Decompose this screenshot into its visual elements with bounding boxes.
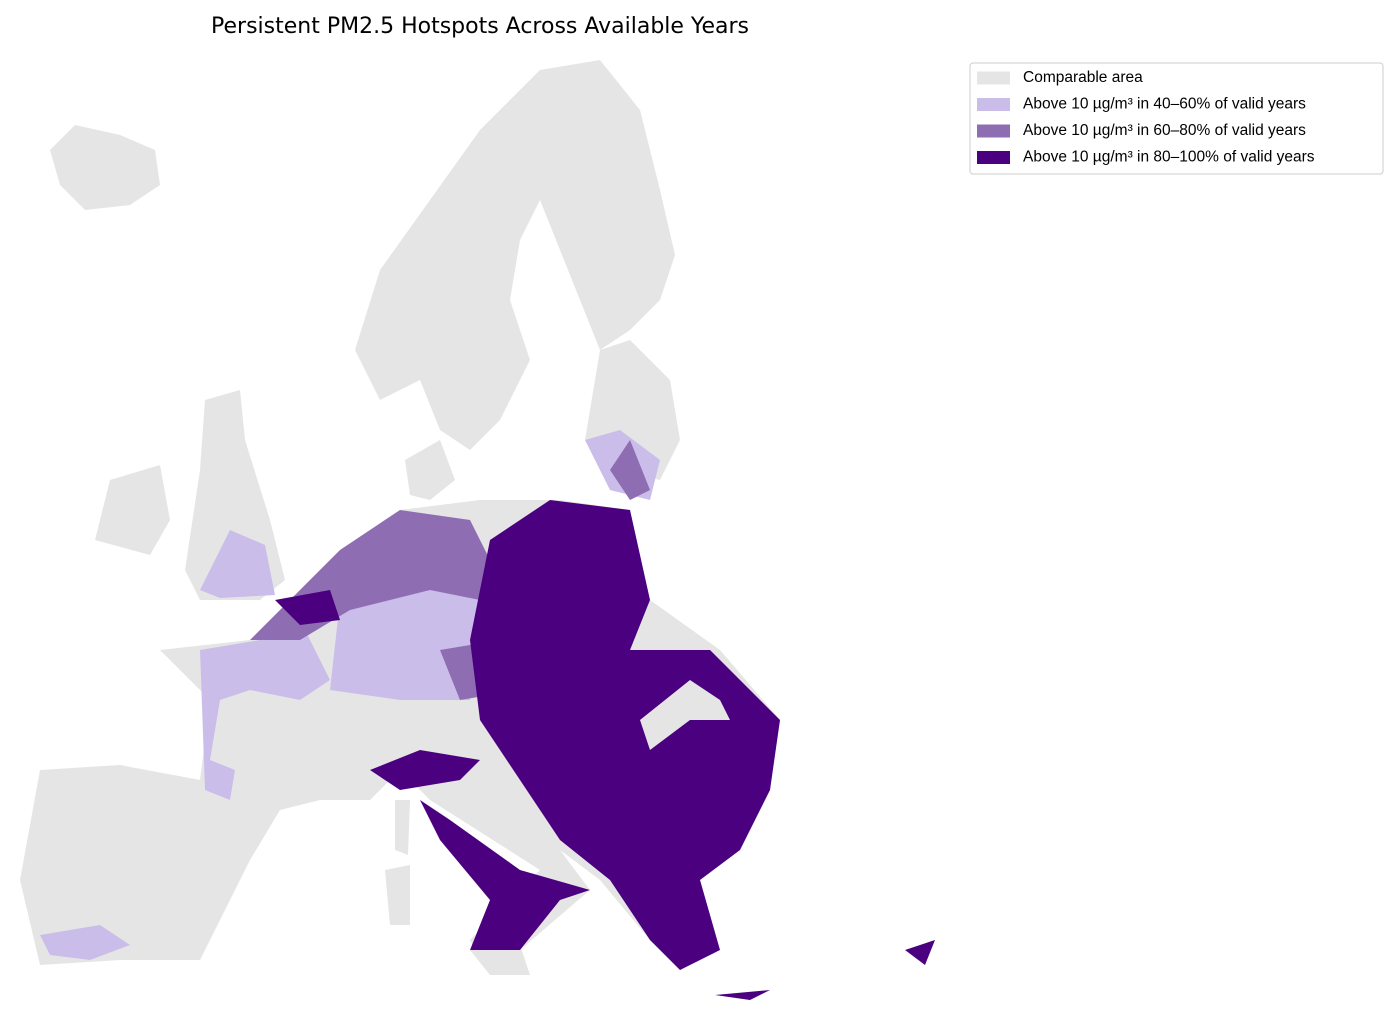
map bbox=[20, 60, 935, 1000]
legend-label: Above 10 µg/m³ in 60–80% of valid years bbox=[1023, 122, 1306, 139]
legend-swatch bbox=[977, 124, 1010, 138]
map-title: Persistent PM2.5 Hotspots Across Availab… bbox=[211, 14, 749, 39]
legend-label: Above 10 µg/m³ in 80–100% of valid years bbox=[1023, 149, 1315, 166]
land bbox=[95, 465, 170, 555]
land bbox=[355, 60, 675, 450]
hotspot-80-100 bbox=[470, 500, 780, 970]
hotspot-80-100 bbox=[905, 940, 935, 965]
legend-swatch bbox=[977, 98, 1010, 111]
land bbox=[470, 945, 530, 975]
hotspot-80-100 bbox=[715, 990, 770, 1000]
hotspot-80-100 bbox=[275, 590, 340, 625]
legend-label: Comparable area bbox=[1023, 69, 1143, 86]
legend-swatch bbox=[977, 151, 1010, 164]
legend-box bbox=[969, 62, 1384, 175]
hotspot-60-80 bbox=[610, 440, 650, 500]
legend: Comparable area Above 10 µg/m³ in 40–60% … bbox=[969, 62, 1384, 175]
land bbox=[640, 680, 730, 750]
hotspot-40-60 bbox=[200, 530, 275, 598]
hotspot-80-100 bbox=[420, 800, 590, 950]
hotspot-40-60 bbox=[200, 620, 330, 800]
legend-label: Above 10 µg/m³ in 40–60% of valid years bbox=[1023, 96, 1306, 113]
land bbox=[395, 800, 410, 855]
legend-swatch bbox=[977, 71, 1010, 85]
land bbox=[50, 125, 160, 210]
land bbox=[385, 865, 410, 925]
hotspot-40-60 bbox=[40, 925, 130, 960]
land bbox=[405, 440, 455, 500]
hotspot-80-100 bbox=[370, 750, 480, 790]
